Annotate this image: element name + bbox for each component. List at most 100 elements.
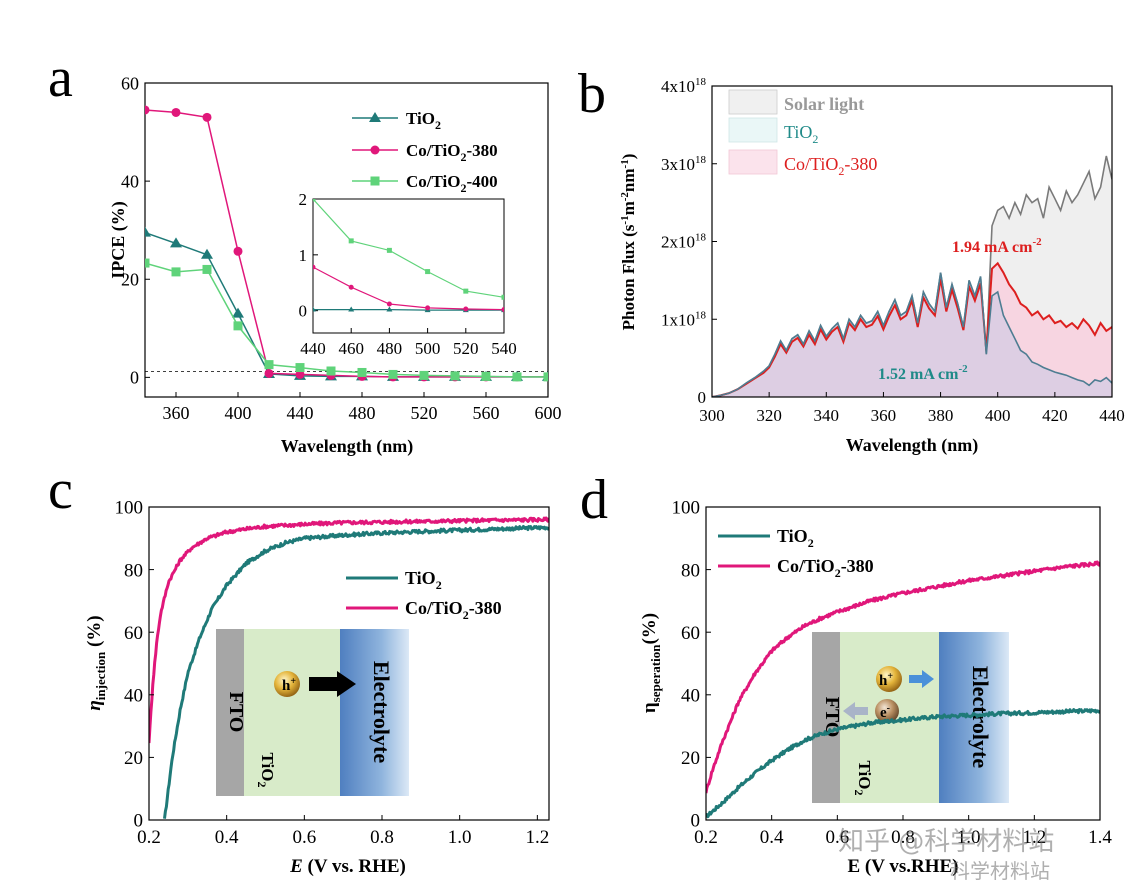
- x-tick-label: 440: [1099, 406, 1125, 425]
- x-tick-label: 560: [473, 403, 500, 423]
- series-line-TiO2: [706, 708, 1100, 819]
- inset-x-ticks: 440 460 480 500 520 540: [300, 328, 517, 358]
- x-tick-label: 0.4: [215, 827, 239, 848]
- fto-layer: [216, 629, 244, 796]
- legend-sub: 2: [812, 132, 818, 146]
- panel-b-y-ticks: 0 1x1018 2x1018 3x1018 4x1018: [661, 76, 717, 407]
- inset-point: [501, 307, 504, 313]
- panel-b-x-ticks: 300 320 340 360 380 400 420 440: [699, 392, 1125, 425]
- inset-point: [463, 288, 469, 294]
- x-tick-label: 440: [300, 339, 326, 358]
- inset-point: [386, 306, 393, 312]
- tio2-layer: [244, 629, 340, 796]
- legend-label: Co/TiO: [406, 172, 460, 191]
- panel-d-letter: d: [580, 469, 608, 531]
- data-point-co400: [543, 372, 548, 382]
- panel-a-ylabel: IPCE (%): [108, 201, 129, 279]
- data-point-co400: [264, 360, 274, 370]
- data-point-co400: [202, 264, 212, 274]
- x-tick-label: 380: [928, 406, 954, 425]
- x-tick-label: 0.8: [370, 827, 394, 848]
- y-tick-label: 0: [691, 811, 701, 832]
- legend-label: Co/TiO: [784, 154, 838, 174]
- data-point-co400: [388, 369, 398, 379]
- y-tick-label: 100: [672, 498, 701, 519]
- panel-c-x-ticks: 0.2 0.4 0.6 0.8 1.0 1.2: [137, 815, 549, 848]
- panel-a-series: [145, 105, 548, 382]
- inset-point: [348, 238, 354, 244]
- watermark-line1: 知乎 @科学材料站: [838, 827, 1054, 857]
- hole-label: h+: [879, 671, 893, 689]
- panel-c-series: [149, 516, 549, 819]
- x-tick-label: 0.2: [137, 827, 161, 848]
- panel-d: d FTO TiO2 Electrolyte h+ e- 02040608010…: [580, 469, 1112, 877]
- data-point-co380: [264, 368, 274, 378]
- x-tick-label: 300: [699, 406, 725, 425]
- series-line: [712, 272, 1112, 397]
- data-point-co380: [295, 369, 305, 379]
- data-point-co380: [171, 107, 181, 117]
- hole-icon: [876, 666, 902, 692]
- legend-sub: 2: [835, 566, 841, 580]
- inset-point: [386, 247, 392, 253]
- data-point-co400: [326, 366, 336, 376]
- panel-a-y-ticks: 0 20 40 60: [121, 73, 150, 388]
- inset-series-line: [313, 309, 504, 311]
- legend-sub: 2: [463, 608, 469, 622]
- x-tick-label: 480: [349, 403, 376, 423]
- panel-b-legend: Solar light TiO2 Co/TiO2-380: [728, 89, 877, 178]
- data-point-co400: [145, 258, 150, 268]
- x-tick-label: 1.4: [1088, 827, 1112, 848]
- panel-d-y-ticks: 0 20 40 60 80 100: [672, 498, 711, 832]
- legend-item-co380: Co/TiO2-380: [346, 598, 502, 622]
- panel-d-ylabel: ηseperation(%): [639, 613, 663, 713]
- panel-b-letter: b: [578, 63, 606, 125]
- svg-text:Co/TiO2-400: Co/TiO2-400: [406, 172, 498, 195]
- fto-layer: [812, 632, 840, 803]
- legend-label: TiO: [405, 568, 436, 588]
- panel-c-ylabel: ηinjection (%): [84, 615, 108, 710]
- panel-c-legend: TiO2 Co/TiO2-380: [346, 568, 502, 622]
- legend-label: TiO: [406, 109, 435, 128]
- x-tick-label: 1.0: [957, 827, 981, 848]
- legend-label: Co/TiO: [406, 141, 460, 160]
- inset-point: [348, 284, 354, 290]
- data-point-co400: [419, 370, 429, 380]
- x-tick-label: 520: [411, 403, 438, 423]
- x-tick-label: 320: [756, 406, 782, 425]
- inset-frame: [312, 198, 505, 334]
- svg-text:TiO2: TiO2: [784, 122, 818, 146]
- y-tick-label: 0: [698, 388, 707, 407]
- watermark: 知乎 @科学材料站 科学材料站: [838, 827, 1054, 883]
- legend-sub: 2: [460, 150, 466, 164]
- legend-tail: -400: [466, 172, 497, 191]
- legend-item-co380: Co/TiO2-380: [728, 149, 877, 178]
- data-point-co400: [512, 372, 522, 382]
- x-tick-label: 0.8: [891, 827, 915, 848]
- inset-point: [501, 294, 504, 300]
- svg-text:Co/TiO2-380: Co/TiO2-380: [406, 141, 498, 164]
- legend-sub: 2: [435, 118, 441, 132]
- legend-sub: 2: [436, 578, 442, 592]
- panel-a-x-ticks: 360 400 440 480 520 560 600: [163, 392, 562, 423]
- y-tick-label: 3x1018: [661, 154, 707, 174]
- tio2-label: TiO2: [852, 761, 874, 796]
- legend-item-co380: Co/TiO2-380: [352, 141, 498, 164]
- svg-text:Co/TiO2-380: Co/TiO2-380: [784, 154, 877, 178]
- legend-item-tio2: TiO2: [346, 568, 442, 592]
- x-tick-label: 1.2: [525, 827, 549, 848]
- data-point-co400: [357, 367, 367, 377]
- area-fill: [712, 272, 1112, 397]
- legend-label: Co/TiO: [777, 556, 835, 576]
- panel-a-inset: 0 1 2 440 460 480 500 520 540: [299, 190, 517, 358]
- x-tick-label: 1.2: [1022, 827, 1046, 848]
- inset-series: [313, 199, 504, 313]
- series-line-Co/TiO2-380: [149, 516, 549, 744]
- panel-d-x-ticks: 0.2 0.4 0.6 0.8 1.0 1.2 1.4: [694, 815, 1112, 848]
- data-point-co380: [233, 246, 243, 256]
- panel-c-xlabel: E (V vs. RHE): [289, 856, 406, 877]
- inset-point: [425, 269, 431, 275]
